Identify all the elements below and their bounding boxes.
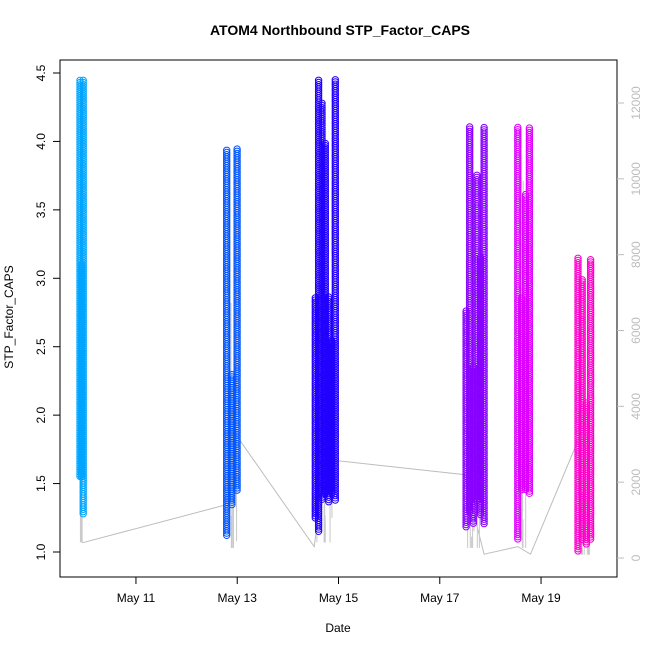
data-cluster: [76, 76, 87, 518]
data-point: [473, 176, 481, 184]
data-point: [79, 76, 87, 85]
data-point: [574, 259, 582, 267]
data-point: [466, 123, 474, 131]
y2-tick-label: 8000: [629, 241, 643, 268]
data-point: [525, 126, 534, 135]
x-tick-label: May 11: [117, 591, 156, 605]
data-point: [321, 139, 329, 148]
chart-title: ATOM4 Northbound STP_Factor_CAPS: [210, 22, 470, 38]
y2-tick-label: 0: [629, 554, 643, 561]
data-point: [314, 81, 323, 89]
data-point: [525, 124, 534, 132]
data-point: [228, 375, 236, 383]
x-tick-label: May 17: [420, 591, 460, 605]
data-point: [480, 128, 488, 136]
x-axis: May 11 May 13 May 15 May 17 May 19: [117, 577, 561, 605]
data-point: [473, 173, 481, 182]
data-point: [79, 81, 87, 89]
data-point: [314, 78, 323, 87]
y2-tick-label: 2000: [629, 468, 643, 495]
y2-tick-label: 12000: [629, 86, 643, 120]
data-point: [518, 298, 526, 307]
data-point: [574, 254, 582, 262]
data-point: [314, 76, 323, 85]
y-tick-label: 4.0: [34, 133, 48, 150]
data-point: [518, 294, 526, 302]
data-point: [586, 260, 595, 268]
data-point: [228, 371, 236, 379]
data-point: [578, 278, 586, 286]
data-cluster: [223, 145, 241, 539]
data-point: [331, 78, 339, 86]
y-tick-label: 3.0: [34, 270, 48, 287]
y-tick-label: 1.5: [34, 475, 48, 492]
data-cluster: [514, 123, 534, 543]
data-clusters: [76, 76, 595, 555]
data-cluster: [311, 76, 339, 535]
y2-tick-label: 10000: [629, 162, 643, 196]
data-point: [514, 123, 522, 132]
data-point: [318, 104, 326, 112]
data-point: [518, 296, 526, 305]
y-tick-label: 2.0: [34, 406, 48, 423]
data-point: [525, 128, 534, 137]
data-point: [586, 258, 595, 266]
data-point: [223, 151, 231, 159]
data-point: [233, 145, 241, 153]
y-tick-label: 4.5: [34, 64, 48, 81]
data-point: [578, 276, 586, 284]
data-point: [331, 80, 339, 88]
data-point: [514, 128, 522, 136]
x-tick-label: May 15: [319, 591, 359, 605]
x-tick-label: May 13: [218, 591, 258, 605]
y-tick-label: 1.0: [34, 543, 48, 560]
data-point: [223, 148, 231, 157]
data-point: [480, 123, 488, 132]
data-point: [574, 256, 582, 265]
data-point: [318, 101, 326, 110]
y-axis-label: STP_Factor_CAPS: [2, 265, 16, 368]
data-point: [480, 126, 488, 134]
data-point: [321, 141, 329, 150]
y-tick-label: 3.5: [34, 201, 48, 218]
data-cluster: [574, 254, 595, 555]
data-point: [79, 78, 87, 87]
data-point: [223, 146, 231, 155]
data-point: [473, 171, 481, 180]
x-axis-label: Date: [325, 621, 351, 635]
data-point: [331, 76, 339, 84]
data-point: [228, 373, 236, 381]
x-tick-label: May 19: [521, 591, 561, 605]
data-point: [321, 144, 329, 152]
y-tick-label: 2.5: [34, 338, 48, 355]
data-point: [578, 280, 586, 288]
data-cluster: [462, 123, 488, 531]
y2-tick-label: 6000: [629, 317, 643, 344]
y-axis: 1.0 1.5 2.0 2.5 3.0 3.5 4.0 4.5: [34, 64, 60, 560]
data-point: [586, 256, 595, 264]
y2-tick-label: 4000: [629, 393, 643, 420]
data-point: [233, 147, 241, 156]
data-point: [318, 99, 326, 108]
data-point: [466, 127, 474, 136]
secondary-y-axis: 0 2000 4000 6000 8000 10000 12000: [617, 86, 643, 561]
data-point: [233, 149, 241, 158]
data-point: [514, 126, 522, 134]
data-point: [466, 125, 474, 133]
